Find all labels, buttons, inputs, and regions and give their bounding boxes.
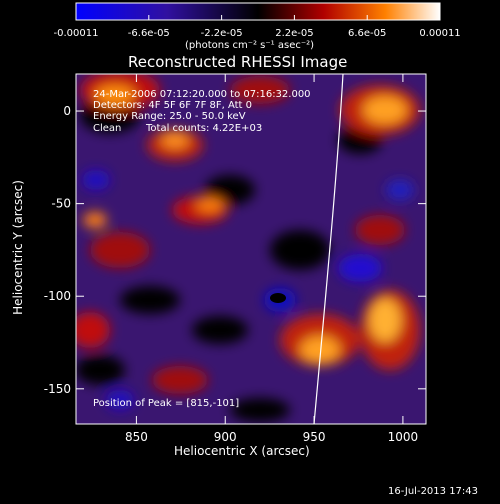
colorbar-tick-label: 2.2e-05 — [275, 28, 313, 39]
y-tick-label: -150 — [44, 382, 71, 396]
heatmap-image — [76, 74, 426, 424]
x-tick-label: 1000 — [388, 430, 419, 444]
solar-limb — [313, 74, 344, 424]
colorbar — [75, 2, 441, 21]
plot-frame — [75, 73, 427, 425]
colorbar-tick-label: -6.6e-05 — [128, 28, 170, 39]
colorbar-ticks: -0.00011 -6.6e-05 -2.2e-05 2.2e-05 6.6e-05 0.… — [54, 15, 461, 39]
x-tick-label: 950 — [303, 430, 326, 444]
axes: 850 900 950 1000 0 -50 -100 -150 — [44, 74, 426, 444]
y-tick-label: -50 — [51, 197, 71, 211]
x-tick-label: 900 — [214, 430, 237, 444]
colorbar-tick-label: 0.00011 — [419, 28, 460, 39]
y-tick-label: -100 — [44, 289, 71, 303]
colorbar-tick-label: -2.2e-05 — [201, 28, 243, 39]
colorbar-tick-label: -0.00011 — [54, 28, 99, 39]
y-tick-label: 0 — [63, 104, 71, 118]
colorbar-tick-label: 6.6e-05 — [348, 28, 386, 39]
x-tick-label: 850 — [125, 430, 148, 444]
